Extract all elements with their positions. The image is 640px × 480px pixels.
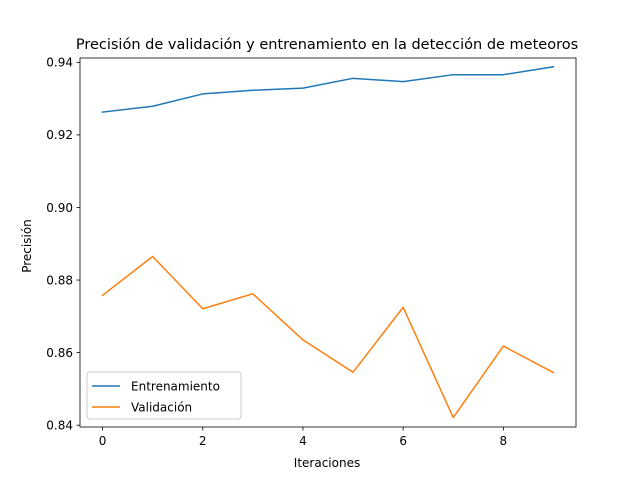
legend-box: [86, 371, 242, 420]
x-tick-label: 6: [399, 434, 407, 448]
plot-frame: [79, 57, 577, 428]
y-tick-label: 0.86: [46, 346, 73, 360]
x-axis-label: Iteraciones: [294, 456, 360, 470]
y-tick-label: 0.94: [46, 56, 73, 70]
x-tick-label: 8: [500, 434, 508, 448]
x-tick-label: 2: [199, 434, 207, 448]
chart-title: Precisión de validación y entrenamiento …: [76, 37, 578, 53]
x-tick-label: 4: [299, 434, 307, 448]
y-tick-label: 0.90: [46, 201, 73, 215]
y-tick-label: 0.88: [46, 273, 73, 287]
x-tick-label: 0: [99, 434, 107, 448]
legend-label: Validación: [131, 400, 192, 414]
series-line-validacion: [101, 255, 555, 419]
series-line-entrenamiento: [101, 65, 555, 113]
y-axis-label: Precisión: [20, 219, 34, 273]
plot-area: 0 2 4 6 8 0.84 0.86 0.88 0.90 0.92 0.94 Entrenamien…: [46, 56, 577, 448]
y-tick-label: 0.84: [46, 418, 73, 432]
legend-label: Entrenamiento: [131, 379, 220, 393]
legend: Entrenamiento Validación: [86, 371, 242, 420]
y-tick-label: 0.92: [46, 128, 73, 142]
